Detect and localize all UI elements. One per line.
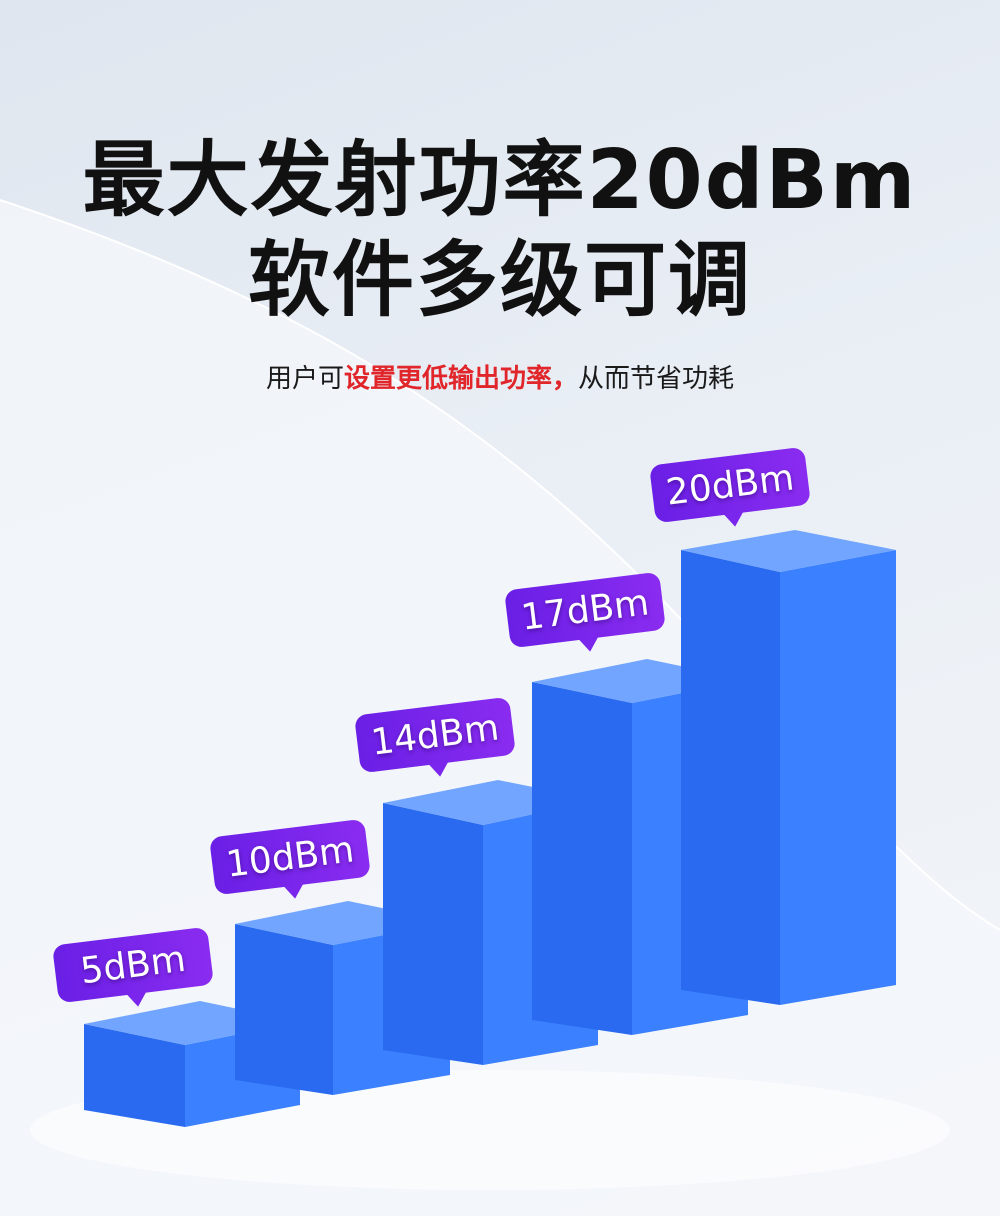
bar-left-face [235, 924, 333, 1095]
headline-line-1: 最大发射功率20dBm [82, 133, 918, 228]
bar-20 [681, 530, 896, 1005]
bar-right-face [780, 550, 896, 1005]
subtitle: 用户可设置更低输出功率，从而节省功耗 [0, 358, 1000, 395]
bar-left-face [681, 550, 780, 1005]
subtitle-highlight: 设置更低输出功率， [343, 364, 578, 394]
subtitle-part-2: 从而节省功耗 [578, 364, 735, 394]
headline-line-2: 软件多级可调 [247, 233, 752, 328]
bar-left-face [532, 682, 632, 1035]
bar-left-face [84, 1024, 185, 1127]
subtitle-part-1: 用户可 [265, 364, 344, 394]
bar-top-face [681, 530, 896, 572]
bar-left-face [383, 803, 483, 1065]
